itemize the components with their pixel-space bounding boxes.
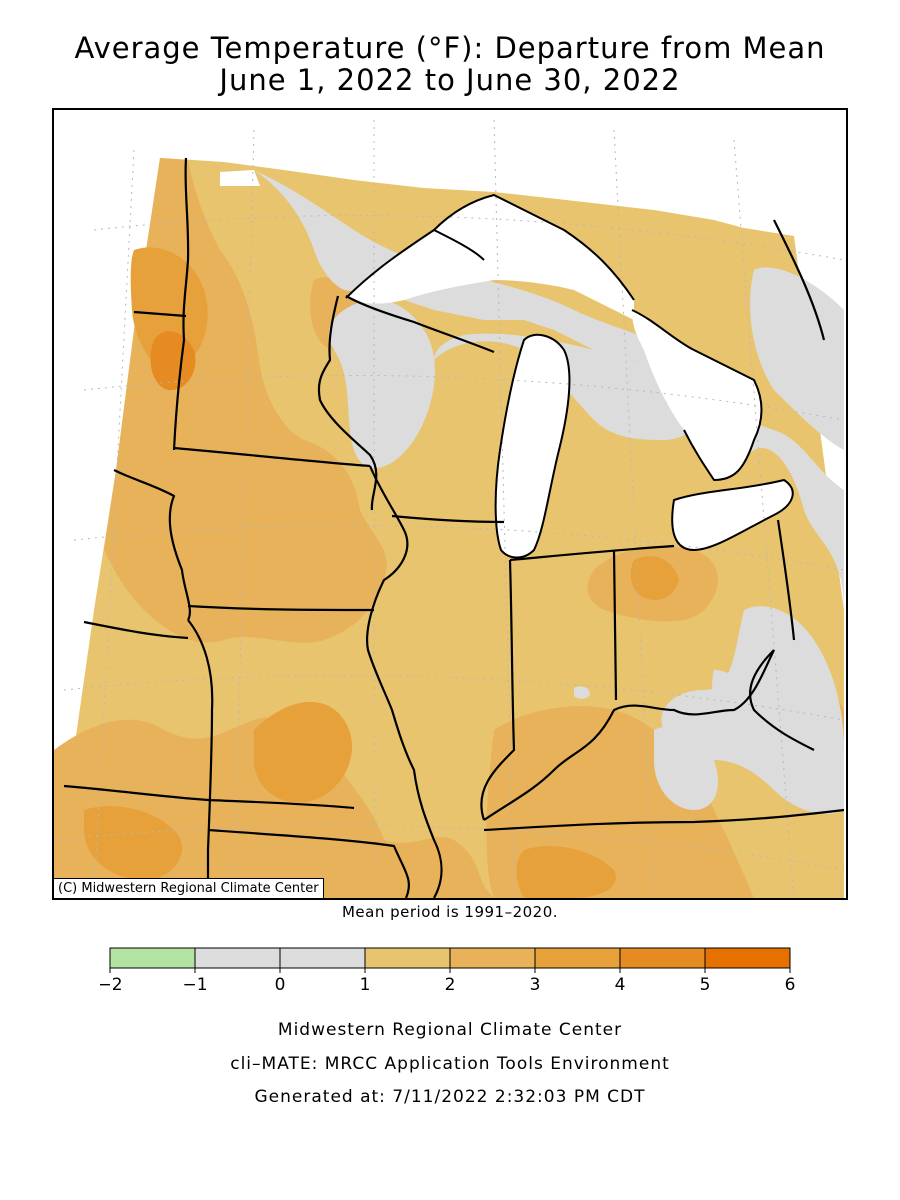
legend-swatch [449,947,536,969]
map-panel [52,108,848,900]
legend-tick-label: 3 [530,975,541,995]
color-legend: −2 −1 0 1 2 3 4 5 6 [100,947,796,995]
legend-tick-label: 0 [275,975,286,995]
legend-swatch [364,947,451,969]
footer-tool-name: cli–MATE: MRCC Application Tools Environ… [230,1054,670,1074]
shoreline-lines [345,194,794,559]
graticule-lines [54,119,845,898]
footer-generated-time: Generated at: 7/11/2022 2:32:03 PM CDT [254,1087,646,1107]
legend-tick-label: 6 [785,975,796,995]
map-title: Average Temperature (°F): Departure from… [74,31,826,65]
legend-swatch [534,947,621,969]
state-boundary-lines [63,157,845,898]
legend-swatch [279,947,366,969]
temperature-departure-map [54,119,845,898]
footer-organization: Midwestern Regional Climate Center [277,1020,623,1040]
departure-3-to-4-areas [84,247,679,898]
legend-tick-label: −1 [182,975,207,995]
legend-tick-label: 5 [700,975,711,995]
legend-tick-label: 4 [615,975,626,995]
legend-swatch [704,947,791,969]
map-date-range: June 1, 2022 to June 30, 2022 [219,63,681,97]
legend-swatch [109,947,196,969]
legend-tick-label: 1 [360,975,371,995]
legend-swatch [194,947,281,969]
legend-tick-label: 2 [445,975,456,995]
mean-period-note: Mean period is 1991–2020. [341,903,559,921]
legend-swatch [619,947,706,969]
legend-tick-label: −2 [100,975,123,995]
map-credit: (C) Midwestern Regional Climate Center [54,878,324,898]
